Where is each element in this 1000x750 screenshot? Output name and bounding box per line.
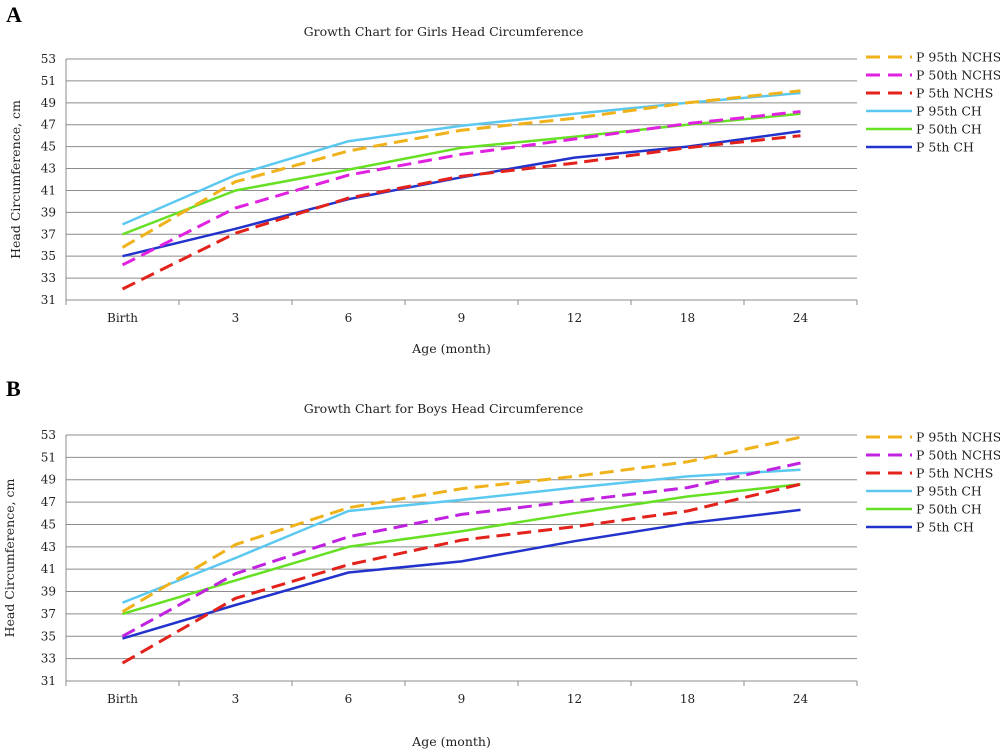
x-tick-label: 24 — [793, 311, 809, 325]
y-tick-label: 39 — [41, 585, 56, 599]
y-tick-label: 49 — [41, 473, 56, 487]
chart-title: Growth Chart for Girls Head Circumferenc… — [304, 24, 584, 39]
y-tick-label: 43 — [41, 162, 56, 176]
x-tick-label: 9 — [458, 692, 466, 706]
legend-label: P 50th CH — [916, 122, 982, 137]
series-line — [121, 134, 801, 291]
x-tick-label: 18 — [680, 692, 695, 706]
legend-label: P 95th CH — [916, 484, 982, 499]
x-tick-label: 3 — [232, 692, 240, 706]
legend-label: P 50th NCHS — [916, 68, 1000, 83]
series-line — [122, 91, 801, 226]
legend-label: P 5th CH — [916, 520, 974, 535]
y-tick-label: 53 — [41, 428, 56, 442]
x-axis-label: Age (month) — [411, 734, 491, 749]
legend-label: P 5th NCHS — [916, 86, 993, 101]
y-tick-label: 41 — [41, 562, 56, 576]
x-tick-label: 12 — [567, 692, 582, 706]
legend-label: P 50th CH — [916, 502, 982, 517]
legend-label: P 5th CH — [916, 140, 974, 155]
legend: P 95th NCHS P 50th NCHS P 5th NCHS P 95th C… — [866, 50, 1000, 155]
legend: P 95th NCHS P 50th NCHS P 5th NCHS P 95th C… — [866, 430, 1000, 535]
series-line — [122, 112, 801, 236]
series-line — [121, 482, 801, 665]
y-tick-label: 31 — [41, 674, 56, 688]
y-tick-label: 33 — [41, 271, 56, 285]
x-tick-label: Birth — [107, 692, 138, 706]
series-line — [122, 482, 801, 616]
y-tick-label: 51 — [41, 74, 56, 88]
y-tick-label: 35 — [41, 249, 56, 263]
x-tick-label: 18 — [680, 311, 695, 325]
y-tick-label: 31 — [41, 293, 56, 307]
x-tick-label: 12 — [567, 311, 582, 325]
y-axis-label: Head Circumference, cm — [8, 100, 23, 259]
x-tick-label: Birth — [107, 311, 138, 325]
y-tick-label: 41 — [41, 183, 56, 197]
chart-title: Growth Chart for Boys Head Circumference — [304, 401, 584, 416]
y-tick-label: 47 — [41, 495, 56, 509]
y-tick-label: 53 — [41, 52, 56, 66]
y-axis-label: Head Circumference, cm — [2, 478, 17, 637]
y-tick-label: 39 — [41, 205, 56, 219]
x-tick-label: 6 — [345, 692, 353, 706]
series-line — [122, 468, 801, 604]
y-tick-label: 37 — [41, 607, 56, 621]
gridlines — [66, 58, 857, 301]
panel-letter: A — [6, 2, 22, 27]
chart-panel-a: A Growth Chart for Girls Head Circumferen… — [6, 2, 1000, 356]
y-tick-label: 33 — [41, 652, 56, 666]
legend-label: P 95th CH — [916, 104, 982, 119]
series-line — [121, 435, 801, 613]
series-line — [121, 110, 801, 267]
y-tick-label: 47 — [41, 118, 56, 132]
y-tick-label: 43 — [41, 540, 56, 554]
gridlines — [66, 434, 857, 682]
x-tick-label: 6 — [345, 311, 353, 325]
series-line — [121, 89, 801, 249]
y-tick-label: 51 — [41, 450, 56, 464]
legend-label: P 95th NCHS — [916, 50, 1000, 65]
y-tick-label: 45 — [41, 517, 56, 531]
legend-label: P 50th NCHS — [916, 448, 1000, 463]
y-tick-label: 49 — [41, 96, 56, 110]
series-line — [122, 508, 801, 640]
x-tick-label: 9 — [458, 311, 466, 325]
x-tick-label: 24 — [793, 692, 809, 706]
chart-panel-b: B Growth Chart for Boys Head Circumferenc… — [2, 376, 1000, 749]
panel-letter: B — [6, 376, 21, 401]
y-tick-label: 37 — [41, 227, 56, 241]
legend-label: P 5th NCHS — [916, 466, 993, 481]
x-tick-label: 3 — [232, 311, 240, 325]
x-axis-label: Age (month) — [411, 341, 491, 356]
legend-label: P 95th NCHS — [916, 430, 1000, 445]
y-tick-label: 45 — [41, 140, 56, 154]
series-line — [121, 461, 801, 638]
y-tick-label: 35 — [41, 629, 56, 643]
